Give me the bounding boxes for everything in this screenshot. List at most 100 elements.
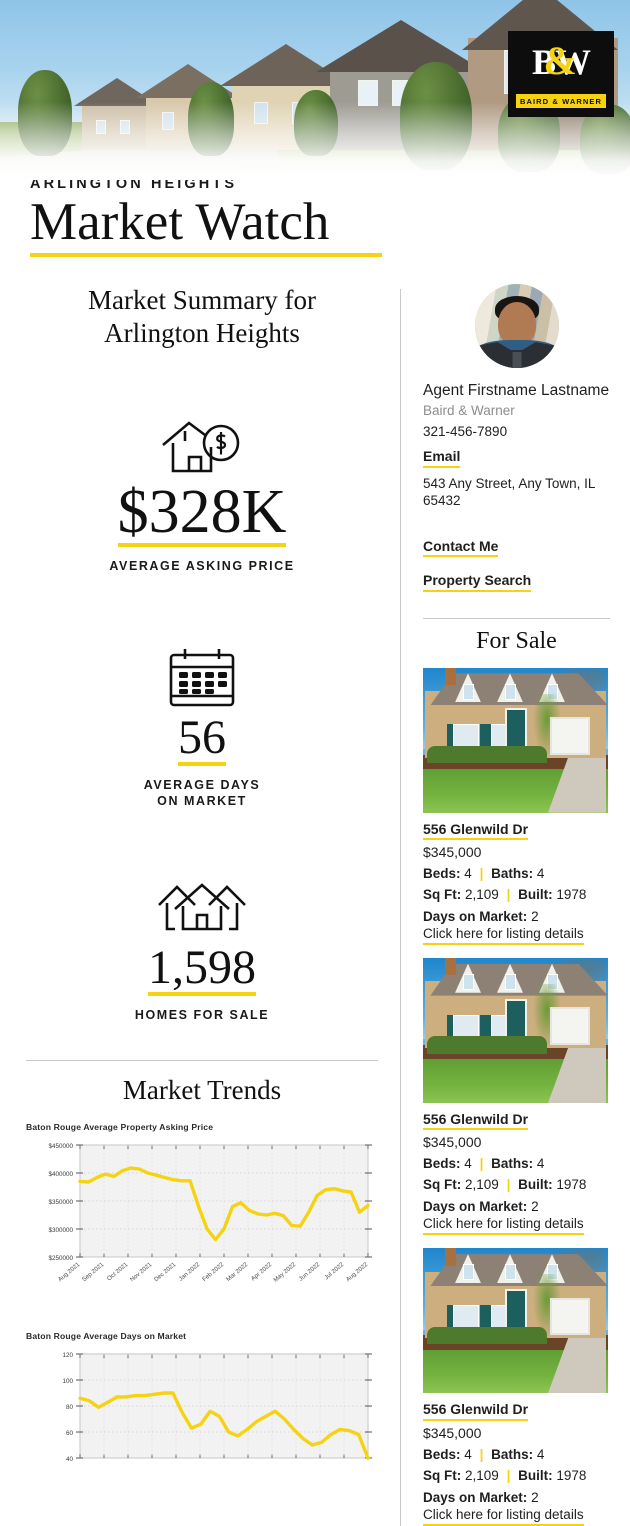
trends-divider xyxy=(26,1059,378,1061)
svg-text:$300000: $300000 xyxy=(48,1227,73,1234)
chart-asking-price-title: Baton Rouge Average Property Asking Pric… xyxy=(26,1121,214,1132)
photo-hedge xyxy=(427,1036,547,1054)
beds-label: Beds: xyxy=(423,866,461,882)
property-search-link[interactable]: Property Search xyxy=(423,572,532,592)
market-area-eyebrow: ARLINGTON HEIGHTS xyxy=(30,176,238,192)
photo-shutter xyxy=(485,1304,491,1330)
baths-label: Baths: xyxy=(491,1446,534,1462)
baths-label: Baths: xyxy=(491,866,534,882)
listing-price: $345,000 xyxy=(423,1424,482,1441)
sqft-label: Sq Ft: xyxy=(423,1467,462,1483)
svg-text:Feb 2022: Feb 2022 xyxy=(201,1260,226,1282)
photo-shutter xyxy=(485,724,491,749)
listing-details-link[interactable]: Click here for listing details xyxy=(423,1507,584,1526)
beds-value: 4 xyxy=(464,866,472,882)
stat-label-line1: AVERAGE DAYS xyxy=(143,777,261,792)
contact-me-link[interactable]: Contact Me xyxy=(423,538,499,558)
svg-text:Aug 2021: Aug 2021 xyxy=(57,1260,82,1283)
svg-text:May 2022: May 2022 xyxy=(272,1260,297,1283)
beds-value: 4 xyxy=(464,1156,472,1172)
stat-underline xyxy=(148,992,256,997)
listing-beds-baths: Beds: 4 | Baths: 4 xyxy=(423,1447,610,1462)
listing-card[interactable]: 556 Glenwild Dr $345,000 Beds: 4 | Baths… xyxy=(423,957,610,1236)
listing-card[interactable]: 556 Glenwild Dr $345,000 Beds: 4 | Baths… xyxy=(423,667,610,945)
dom-label: Days on Market: xyxy=(423,1199,528,1215)
photo-hedge xyxy=(427,745,547,764)
hero-banner: B W & BAIRD & WARNER xyxy=(0,0,630,180)
listing-card[interactable]: 556 Glenwild Dr $345,000 Beds: 4 | Baths… xyxy=(423,1248,610,1526)
photo-shutter xyxy=(447,1304,453,1330)
listing-sqft-built: Sq Ft: 2,109 | Built: 1978 xyxy=(423,1468,610,1483)
agent-name: Agent Firstname Lastname xyxy=(423,382,610,400)
avatar-tie xyxy=(512,352,521,369)
listing-details-link[interactable]: Click here for listing details xyxy=(423,1216,584,1236)
photo-shutter xyxy=(447,724,453,749)
agent-and-listings-column: Agent Firstname Lastname Baird & Warner … xyxy=(401,284,630,1526)
svg-text:Oct 2021: Oct 2021 xyxy=(106,1260,130,1282)
listing-sqft-built: Sq Ft: 2,109 | Built: 1978 xyxy=(423,887,610,902)
photo-garage-door xyxy=(550,1007,590,1045)
beds-label: Beds: xyxy=(423,1446,461,1462)
listing-days-on-market: Days on Market: 2 xyxy=(423,1199,610,1214)
column-divider xyxy=(400,289,401,1526)
page-title: Market Watch xyxy=(30,193,330,251)
chart-days-on-market-title: Baton Rouge Average Days on Market xyxy=(26,1330,187,1341)
for-sale-heading: For Sale xyxy=(476,627,557,654)
baths-value: 4 xyxy=(536,1446,545,1462)
market-summary-heading: Market Summary for Arlington Heights xyxy=(22,284,382,349)
svg-text:Mar 2022: Mar 2022 xyxy=(225,1260,250,1282)
title-underline xyxy=(30,253,382,258)
listing-photo[interactable] xyxy=(423,1248,608,1394)
agent-company: Baird & Warner xyxy=(423,403,515,418)
agent-phone[interactable]: 321-456-7890 xyxy=(423,424,508,439)
for-sale-divider xyxy=(423,617,610,619)
listing-sqft-built: Sq Ft: 2,109 | Built: 1978 xyxy=(423,1177,610,1192)
built-value: 1978 xyxy=(556,887,587,903)
dom-label: Days on Market: xyxy=(423,1489,528,1505)
separator-icon: | xyxy=(506,1177,511,1193)
listing-address-link[interactable]: 556 Glenwild Dr xyxy=(423,1111,529,1131)
logo-monogram: B W & xyxy=(532,40,591,84)
listing-details-link[interactable]: Click here for listing details xyxy=(423,926,584,945)
baths-value: 4 xyxy=(536,1156,545,1172)
listing-days-on-market: Days on Market: 2 xyxy=(423,1490,610,1505)
svg-text:100: 100 xyxy=(62,1378,73,1385)
svg-text:Jun 2022: Jun 2022 xyxy=(298,1260,322,1282)
svg-text:Sep 2021: Sep 2021 xyxy=(81,1260,106,1283)
svg-text:Nov 2021: Nov 2021 xyxy=(129,1260,154,1283)
agent-address: 543 Any Street, Any Town, IL 65432 xyxy=(423,475,595,509)
agent-avatar xyxy=(474,284,559,369)
stat-average-asking-price: $328K AVERAGE ASKING PRICE xyxy=(22,415,382,575)
listing-photo[interactable] xyxy=(423,667,608,813)
photo-garage-door xyxy=(550,716,590,755)
photo-chimney xyxy=(445,1248,456,1266)
svg-text:$400000: $400000 xyxy=(48,1171,73,1178)
separator-icon: | xyxy=(479,1446,484,1462)
listing-photo[interactable] xyxy=(423,957,608,1103)
summary-heading-line2: Arlington Heights xyxy=(104,317,300,348)
svg-text:Aug 2022: Aug 2022 xyxy=(345,1260,370,1283)
three-houses-icon xyxy=(22,877,382,939)
calendar-icon xyxy=(22,647,382,709)
stat-value-wrap: 1,598 xyxy=(148,944,256,997)
built-label: Built: xyxy=(518,1467,553,1483)
listing-address-link[interactable]: 556 Glenwild Dr xyxy=(423,821,529,841)
svg-text:80: 80 xyxy=(66,1404,74,1411)
photo-shutter xyxy=(480,724,486,749)
listing-days-on-market: Days on Market: 2 xyxy=(423,909,610,924)
agent-email-link[interactable]: Email xyxy=(423,448,461,468)
built-value: 1978 xyxy=(556,1177,587,1193)
separator-icon: | xyxy=(479,866,484,882)
svg-text:Dec 2021: Dec 2021 xyxy=(153,1260,178,1283)
sqft-label: Sq Ft: xyxy=(423,887,462,903)
svg-text:Jul 2022: Jul 2022 xyxy=(323,1260,346,1281)
built-value: 1978 xyxy=(556,1467,587,1483)
photo-shutter xyxy=(447,1014,453,1040)
baird-warner-logo[interactable]: B W & BAIRD & WARNER xyxy=(508,31,614,117)
stat-average-days-on-market: 56 AVERAGE DAYS ON MARKET xyxy=(22,647,382,810)
listing-address-link[interactable]: 556 Glenwild Dr xyxy=(423,1401,529,1421)
photo-shutter xyxy=(480,1304,486,1330)
beds-value: 4 xyxy=(464,1446,472,1462)
baths-value: 4 xyxy=(536,866,545,882)
photo-chimney xyxy=(445,957,456,976)
